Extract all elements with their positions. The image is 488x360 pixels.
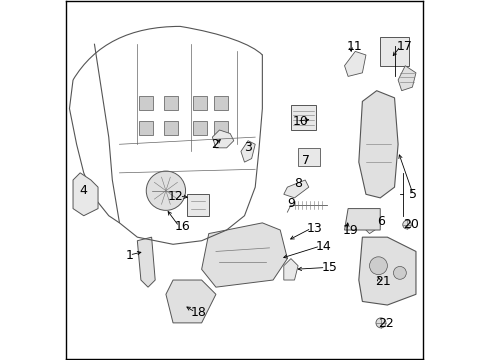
Text: 9: 9: [287, 197, 295, 210]
Polygon shape: [283, 258, 298, 280]
Polygon shape: [358, 216, 380, 234]
Bar: [192, 96, 206, 111]
Polygon shape: [201, 223, 287, 287]
Polygon shape: [73, 173, 98, 216]
Bar: [192, 121, 206, 135]
Text: 8: 8: [294, 177, 302, 190]
Polygon shape: [212, 130, 233, 148]
Bar: [214, 121, 228, 135]
Text: 10: 10: [292, 114, 308, 127]
Polygon shape: [358, 237, 415, 305]
Text: 7: 7: [301, 154, 309, 167]
Text: 19: 19: [342, 224, 358, 237]
Text: 2: 2: [211, 138, 219, 151]
Circle shape: [146, 171, 185, 210]
Text: 17: 17: [395, 40, 411, 53]
Text: 13: 13: [306, 222, 322, 235]
Text: 6: 6: [376, 215, 384, 228]
Polygon shape: [358, 91, 397, 198]
Text: 15: 15: [321, 261, 337, 274]
Polygon shape: [283, 180, 308, 198]
Bar: [290, 105, 315, 130]
Text: 18: 18: [190, 306, 206, 319]
Bar: [139, 121, 153, 135]
Text: 11: 11: [346, 40, 361, 53]
Text: 4: 4: [79, 184, 87, 197]
Bar: [214, 96, 228, 111]
Bar: [164, 96, 178, 111]
Polygon shape: [344, 208, 380, 230]
Bar: [164, 121, 178, 135]
Text: 14: 14: [315, 240, 331, 253]
Text: 16: 16: [175, 220, 190, 233]
Polygon shape: [165, 280, 216, 323]
Polygon shape: [241, 141, 255, 162]
Polygon shape: [344, 51, 365, 76]
Text: 21: 21: [374, 275, 390, 288]
Bar: [380, 37, 408, 66]
Circle shape: [402, 220, 410, 229]
Polygon shape: [397, 66, 415, 91]
Text: 1: 1: [125, 248, 134, 261]
Text: 20: 20: [403, 218, 419, 231]
Bar: [139, 96, 153, 111]
Text: 22: 22: [378, 317, 393, 330]
Circle shape: [375, 318, 385, 328]
Text: 12: 12: [168, 190, 183, 203]
Polygon shape: [137, 237, 155, 287]
Bar: [298, 148, 319, 166]
Circle shape: [393, 266, 406, 279]
Text: 3: 3: [244, 141, 252, 154]
Bar: [187, 194, 208, 216]
Circle shape: [369, 257, 386, 275]
Text: 5: 5: [408, 188, 416, 201]
